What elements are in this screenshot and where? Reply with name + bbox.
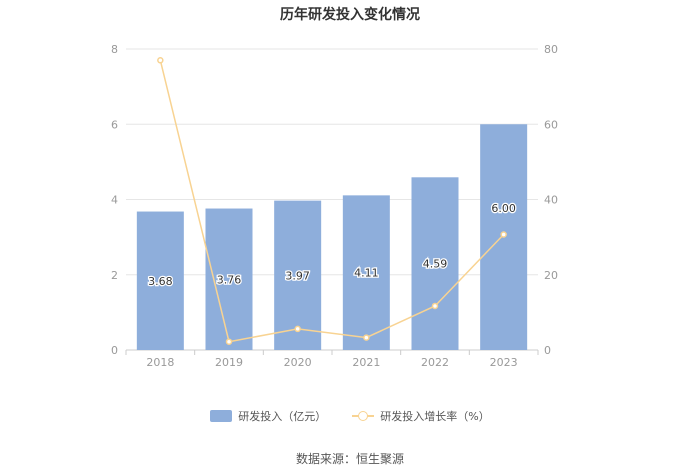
source-note: 数据来源：恒生聚源 — [295, 452, 404, 466]
y-left-tick-label: 0 — [111, 344, 118, 357]
x-tick-label: 2021 — [352, 356, 380, 369]
growth-point — [500, 231, 507, 238]
bar — [136, 211, 184, 350]
y-left-tick-label: 4 — [111, 194, 118, 207]
growth-point — [157, 57, 164, 64]
growth-point — [294, 325, 301, 333]
legend: 研发投入（亿元） 研发投入增长率（%） — [0, 408, 700, 424]
x-tick-label: 2022 — [421, 356, 449, 369]
y-right-tick-label: 20 — [544, 269, 558, 282]
x-tick-label: 2023 — [490, 356, 518, 369]
chart-title: 历年研发投入变化情况 — [280, 7, 420, 23]
y-left-tick-label: 6 — [111, 118, 118, 131]
legend-item-bar[interactable]: 研发投入（亿元） — [210, 408, 326, 424]
growth-point — [431, 302, 439, 310]
y-right-tick-label: 80 — [544, 43, 558, 56]
bar-value-label: 6.00 — [491, 202, 516, 215]
bar-value-label: 3.76 — [217, 273, 242, 286]
growth-point — [363, 334, 370, 341]
y-right-tick-label: 40 — [544, 194, 558, 207]
y-left-tick-label: 2 — [111, 269, 118, 282]
y-left-tick-label: 8 — [111, 43, 118, 56]
growth-line — [159, 60, 505, 343]
x-tick-label: 2019 — [215, 356, 243, 369]
bar-value-label: 3.68 — [148, 275, 173, 288]
legend-bar-swatch — [210, 410, 233, 422]
bar — [342, 195, 390, 350]
x-tick-label: 2020 — [284, 356, 312, 369]
x-tick-label: 2018 — [146, 356, 174, 369]
y-right-tick-label: 0 — [544, 344, 551, 357]
legend-bar-label: 研发投入（亿元） — [238, 410, 327, 423]
bar-value-label: 4.11 — [354, 267, 379, 280]
legend-line-swatch — [352, 410, 375, 422]
legend-line-label: 研发投入增长率（%） — [380, 410, 490, 423]
bar — [274, 200, 322, 350]
growth-point — [225, 338, 233, 345]
y-right-tick-label: 60 — [544, 118, 558, 131]
legend-item-line[interactable]: 研发投入增长率（%） — [352, 408, 490, 424]
bar — [411, 177, 459, 350]
bar-value-label: 4.59 — [423, 258, 448, 271]
bar-value-label: 3.97 — [285, 269, 310, 282]
